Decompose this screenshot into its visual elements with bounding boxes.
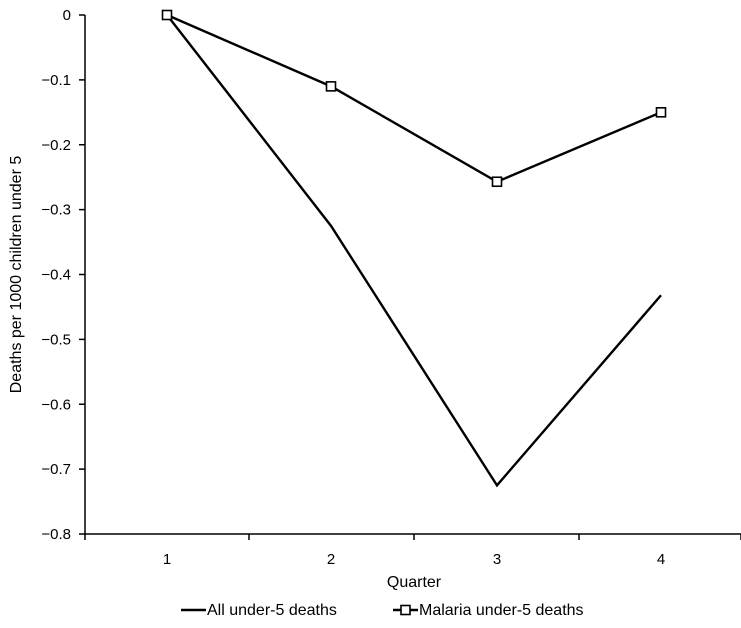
legend-item: All under-5 deaths xyxy=(181,602,337,619)
y-tick-label: −0.2 xyxy=(41,137,71,154)
series-2 xyxy=(161,9,667,188)
legend-item: Malaria under-5 deaths xyxy=(393,602,584,619)
x-tick-label: 3 xyxy=(493,551,501,568)
legend: All under-5 deaths Malaria under-5 deaths xyxy=(181,602,584,619)
y-tick-label: −0.4 xyxy=(41,267,71,284)
y-axis-title: Deaths per 1000 children under 5 xyxy=(8,156,25,394)
x-tick-label: 2 xyxy=(327,551,335,568)
legend-label: Malaria under-5 deaths xyxy=(419,602,584,619)
y-tick-label: −0.7 xyxy=(41,461,71,478)
y-tick-label: −0.5 xyxy=(41,331,71,348)
legend-marker-swatch xyxy=(400,604,411,616)
data-point-marker xyxy=(491,176,503,188)
axes xyxy=(84,15,741,535)
series-layer xyxy=(161,9,667,488)
series-1 xyxy=(166,14,662,488)
x-tick-label: 4 xyxy=(657,551,665,568)
data-point-marker xyxy=(325,81,337,92)
y-tick-label: −0.3 xyxy=(41,202,71,219)
y-tick-label: −0.8 xyxy=(41,526,71,543)
x-tick-label: 1 xyxy=(163,551,171,568)
y-tick-label: 0 xyxy=(63,7,71,24)
legend-label: All under-5 deaths xyxy=(207,602,337,619)
series-line xyxy=(166,14,662,488)
y-tick-label: −0.1 xyxy=(41,72,71,89)
y-axis-ticks: 0 −0.1 −0.2 −0.3 −0.4 −0.5 −0.6 −0.7 −0.8 xyxy=(41,7,85,543)
data-point-marker xyxy=(161,9,173,21)
series-line xyxy=(166,13,662,184)
x-axis-title: Quarter xyxy=(387,574,442,591)
x-axis-ticks: 1 2 3 4 xyxy=(84,534,741,568)
y-tick-label: −0.6 xyxy=(41,396,71,413)
data-point-marker xyxy=(655,107,667,118)
